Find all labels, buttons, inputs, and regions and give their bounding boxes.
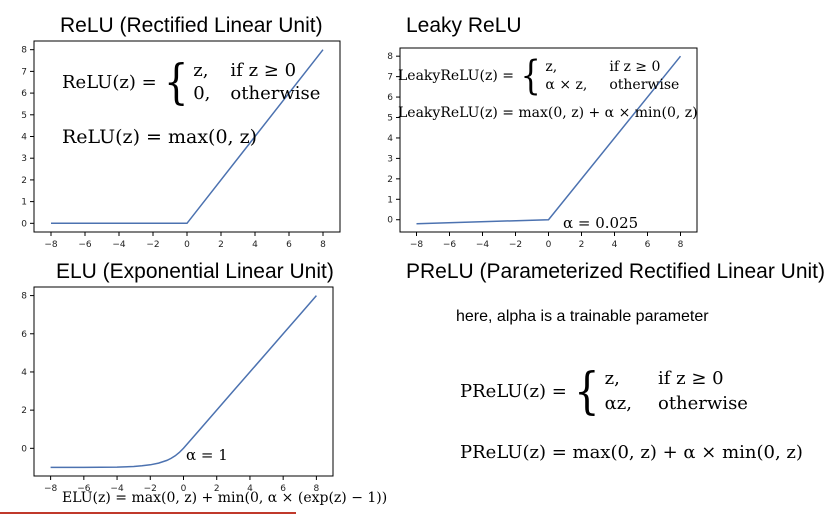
prelu-subtitle: here, alpha is a trainable parameter <box>456 308 709 325</box>
prelu-title: PReLU (Parameterized Rectified Linear Un… <box>406 260 826 283</box>
prelu-case1-condition: if z ≥ 0 <box>657 368 724 389</box>
series-line <box>51 49 324 225</box>
x-tick-label: 8 <box>678 240 684 250</box>
prelu-case1-value: z, <box>604 368 620 389</box>
relu-brace: { <box>163 54 189 110</box>
relu-case1-condition: if z ≥ 0 <box>230 60 297 81</box>
x-tick-label: −8 <box>44 484 58 494</box>
series-line <box>416 55 682 225</box>
x-tick-label: −6 <box>78 240 92 250</box>
relu-case2-value: 0, <box>193 83 211 104</box>
y-tick-label: 5 <box>21 111 27 121</box>
x-tick-label: 4 <box>612 240 618 250</box>
y-tick-label: 0 <box>21 219 27 229</box>
elu-plot: −8 −6 −4 −2 0 2 4 6 8 0 2 4 6 8 <box>21 286 334 494</box>
x-tick-label: 2 <box>579 240 585 250</box>
relu-max-formula: ReLU(z) = max(0, z) <box>62 126 258 148</box>
x-tick-label: 4 <box>247 484 253 494</box>
prelu-case2-value: αz, <box>604 393 632 414</box>
x-tick-label: −4 <box>110 484 124 494</box>
x-tick-label: 6 <box>286 240 292 250</box>
x-tick-label: 2 <box>218 240 224 250</box>
y-tick-label: 4 <box>21 368 27 378</box>
prelu-lhs: PReLU(z) = <box>460 380 567 402</box>
y-tick-label: 0 <box>21 444 27 454</box>
leaky-relu-alpha-note: α = 0.025 <box>563 214 639 232</box>
leaky-relu-case1-condition: if z ≥ 0 <box>609 59 661 75</box>
x-tick-label: −2 <box>144 484 157 494</box>
elu-alpha-note: α = 1 <box>186 446 228 464</box>
y-tick-label: 8 <box>387 52 393 62</box>
leaky-relu-max-formula: LeakyReLU(z) = max(0, z) + α × min(0, z) <box>398 105 698 121</box>
leaky-relu-lhs: LeakyReLU(z) = <box>398 68 514 84</box>
relu-lhs: ReLU(z) = <box>62 71 157 93</box>
x-tick-label: 8 <box>320 240 326 250</box>
prelu-piecewise-formula: PReLU(z) = { z, if z ≥ 0 αz, otherwise <box>460 366 748 416</box>
y-tick-label: 5 <box>387 114 393 124</box>
y-tick-label: 6 <box>387 93 393 103</box>
y-tick-label: 8 <box>21 292 27 302</box>
leaky-relu-piecewise-formula: LeakyReLU(z) = { z, if z ≥ 0 α × z, othe… <box>398 56 679 96</box>
prelu-case2-condition: otherwise <box>657 393 748 414</box>
x-tick-label: −4 <box>476 240 490 250</box>
y-tick-label: 7 <box>21 67 27 77</box>
x-tick-label: −4 <box>112 240 126 250</box>
leaky-relu-brace: { <box>520 53 541 99</box>
y-tick-label: 2 <box>387 175 393 185</box>
x-tick-label: −2 <box>509 240 522 250</box>
relu-title: ReLU (Rectified Linear Unit) <box>60 14 323 37</box>
x-tick-label: 6 <box>280 484 286 494</box>
y-tick-label: 8 <box>21 46 27 56</box>
leaky-relu-case2-value: α × z, <box>545 77 588 93</box>
y-tick-label: 3 <box>387 154 393 164</box>
x-tick-label: −8 <box>44 240 58 250</box>
x-tick-label: 0 <box>184 240 190 250</box>
x-tick-label: 0 <box>546 240 552 250</box>
x-tick-label: −8 <box>410 240 424 250</box>
relu-case1-value: z, <box>193 60 209 81</box>
x-tick-label: 4 <box>252 240 258 250</box>
y-tick-label: 2 <box>21 176 27 186</box>
elu-formula: ELU(z) = max(0, z) + min(0, α × (exp(z) … <box>62 490 388 506</box>
x-tick-label: −6 <box>443 240 457 250</box>
series-line <box>50 295 317 469</box>
y-tick-label: 4 <box>21 133 27 143</box>
prelu-max-formula: PReLU(z) = max(0, z) + α × min(0, z) <box>460 442 803 463</box>
leaky-relu-title: Leaky ReLU <box>406 14 522 37</box>
relu-plot: −8 −6 −4 −2 0 2 4 6 8 0 1 2 3 4 5 6 7 8 <box>21 40 341 250</box>
x-tick-label: −6 <box>77 484 91 494</box>
y-tick-label: 2 <box>21 406 27 416</box>
x-tick-label: 6 <box>645 240 651 250</box>
relu-piecewise-formula: ReLU(z) = { z, if z ≥ 0 0, otherwise <box>62 58 320 106</box>
bottom-accent-line <box>0 512 296 514</box>
elu-title: ELU (Exponential Linear Unit) <box>56 260 334 283</box>
x-tick-label: 8 <box>314 484 320 494</box>
y-tick-label: 3 <box>21 154 27 164</box>
y-tick-label: 6 <box>21 330 27 340</box>
y-tick-label: 1 <box>21 198 27 208</box>
y-tick-label: 0 <box>387 216 393 226</box>
prelu-brace: { <box>573 362 600 420</box>
y-tick-label: 6 <box>21 89 27 99</box>
x-tick-label: 2 <box>214 484 220 494</box>
y-tick-label: 4 <box>387 134 393 144</box>
leaky-relu-plot: −8 −6 −4 −2 0 2 4 6 8 0 1 2 3 4 5 6 7 8 <box>387 47 698 250</box>
y-tick-label: 7 <box>387 73 393 83</box>
y-tick-label: 1 <box>387 195 393 205</box>
leaky-relu-case2-condition: otherwise <box>609 77 680 93</box>
x-tick-label: 0 <box>181 484 187 494</box>
relu-case2-condition: otherwise <box>230 83 321 104</box>
x-tick-label: −2 <box>146 240 159 250</box>
leaky-relu-case1-value: z, <box>545 59 558 75</box>
